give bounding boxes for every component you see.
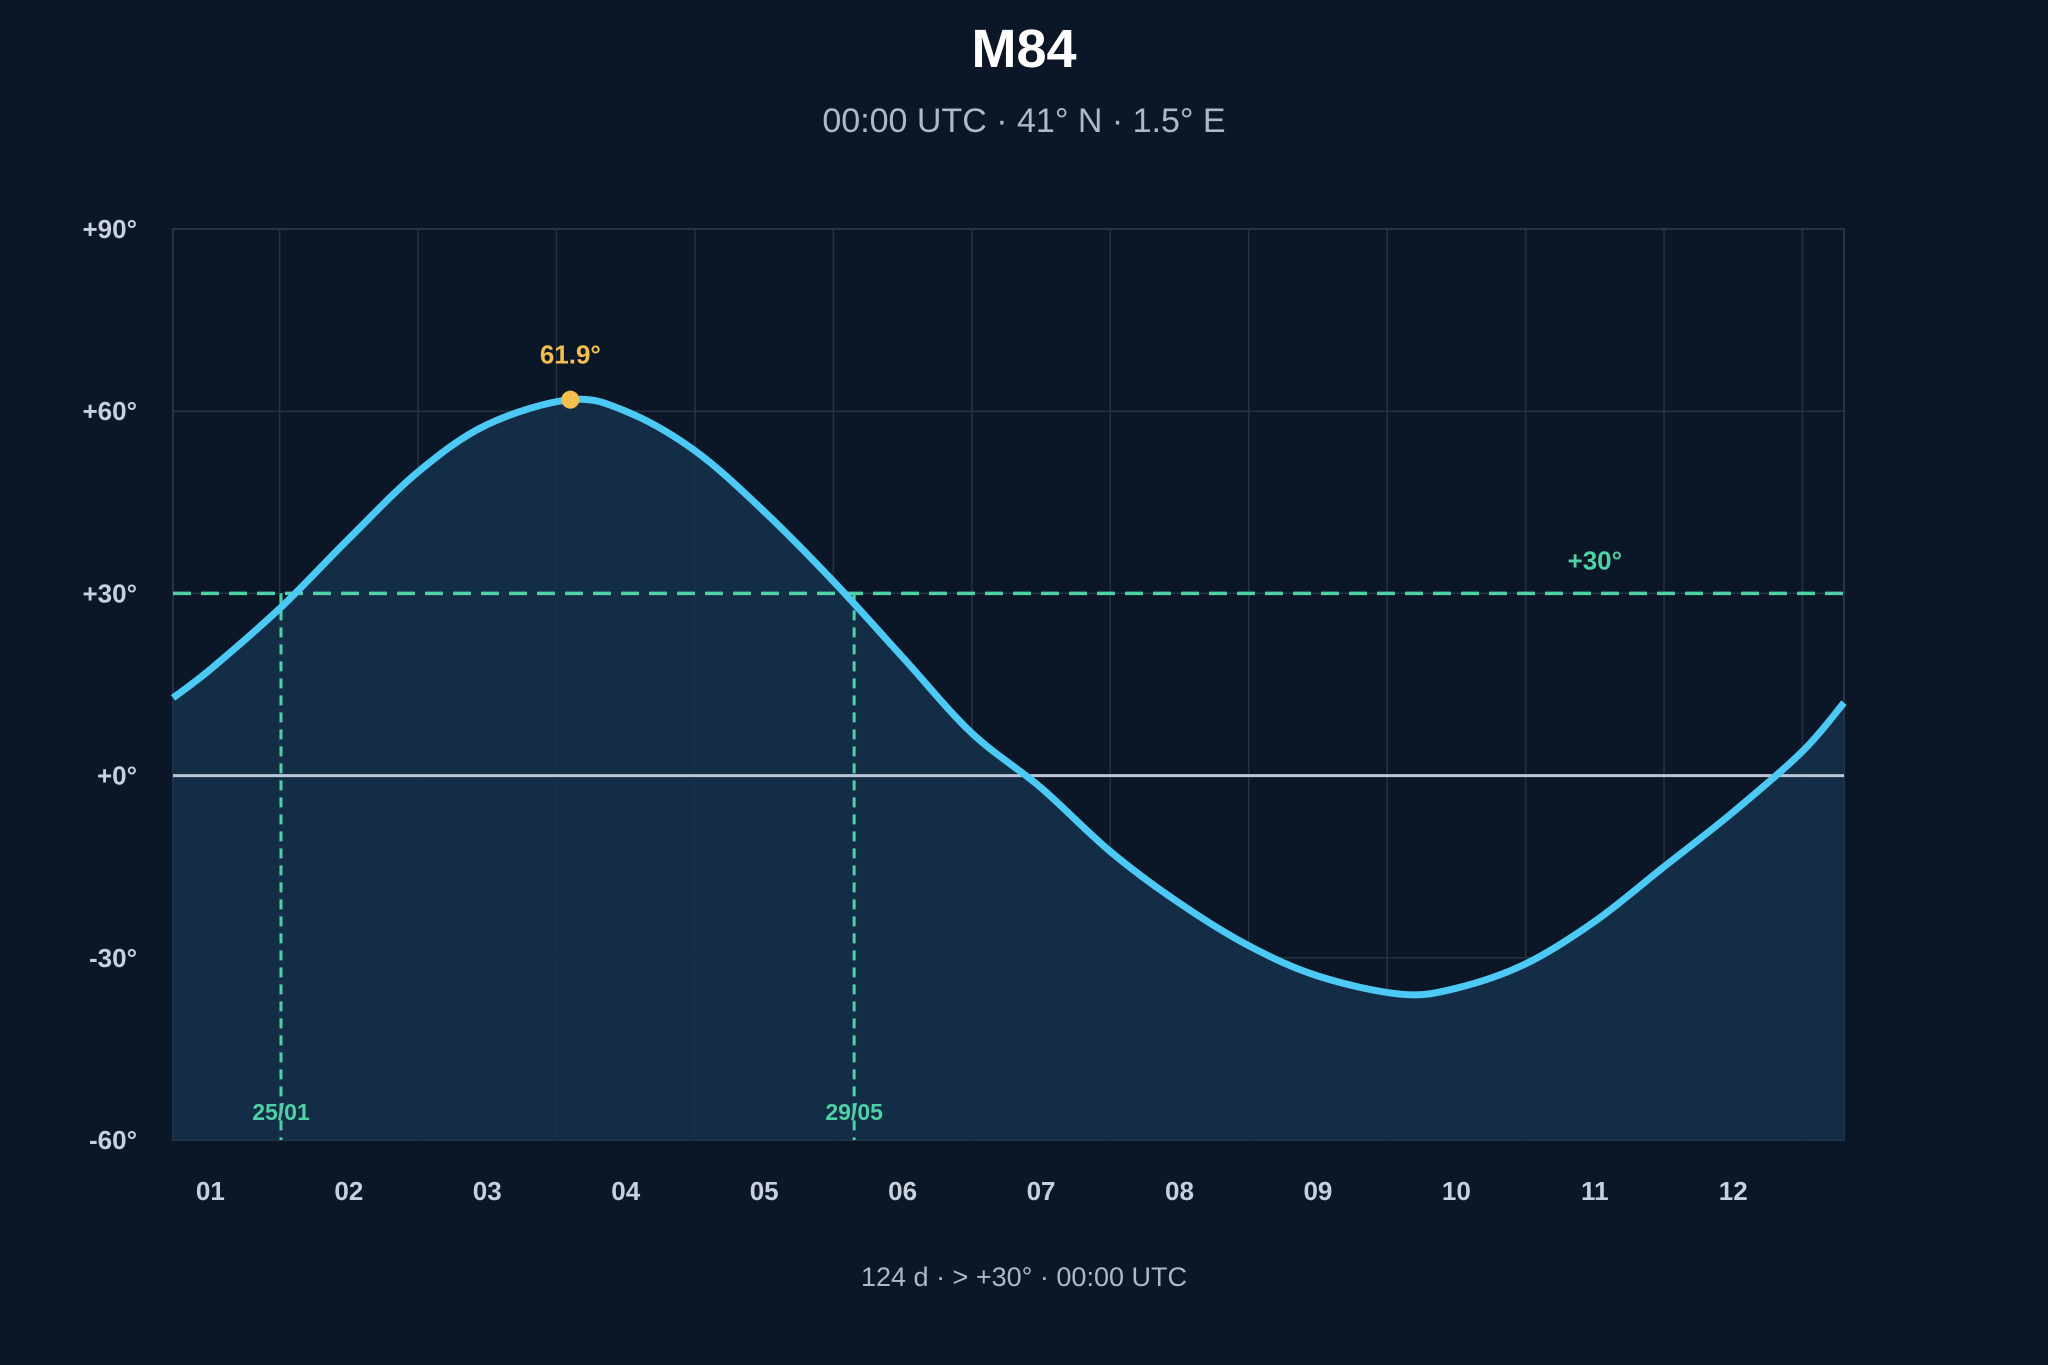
y-tick-label: +90°	[82, 214, 137, 244]
x-tick-label: 01	[196, 1176, 225, 1206]
x-axis-ticks: 01 02 03 04 05 06 07 08 09 10 11 12	[196, 1176, 1748, 1206]
x-tick-label: 08	[1165, 1176, 1194, 1206]
y-tick-label: +0°	[97, 761, 137, 791]
chart-title: M84	[971, 19, 1077, 79]
y-tick-label: -30°	[89, 943, 137, 973]
y-tick-label: +30°	[82, 578, 137, 608]
peak-marker	[561, 390, 580, 409]
x-tick-label: 06	[888, 1176, 917, 1206]
y-tick-label: -60°	[89, 1125, 137, 1155]
altitude-curve	[170, 395, 1847, 999]
x-tick-label: 10	[1442, 1176, 1471, 1206]
y-axis-ticks: +90° +60° +30° +0° -30° -60°	[82, 214, 137, 1155]
chart-subtitle: 00:00 UTC · 41° N · 1.5° E	[822, 102, 1226, 140]
threshold-crossings: 25/01 29/05	[252, 593, 883, 1140]
x-tick-label: 12	[1719, 1176, 1748, 1206]
crossing-label: 29/05	[825, 1099, 883, 1125]
x-tick-label: 05	[750, 1176, 779, 1206]
chart-footer: 124 d · > +30° · 00:00 UTC	[861, 1262, 1187, 1292]
x-tick-label: 09	[1303, 1176, 1332, 1206]
x-tick-label: 11	[1581, 1176, 1609, 1206]
x-tick-label: 02	[334, 1176, 363, 1206]
crossing-label: 25/01	[252, 1099, 310, 1125]
x-tick-label: 04	[611, 1176, 640, 1206]
x-tick-label: 03	[473, 1176, 502, 1206]
threshold-label: +30°	[1568, 545, 1623, 575]
y-tick-label: +60°	[82, 396, 137, 426]
x-tick-label: 07	[1027, 1176, 1056, 1206]
altitude-area-fill	[173, 399, 1844, 1140]
peak-label: 61.9°	[540, 340, 601, 370]
